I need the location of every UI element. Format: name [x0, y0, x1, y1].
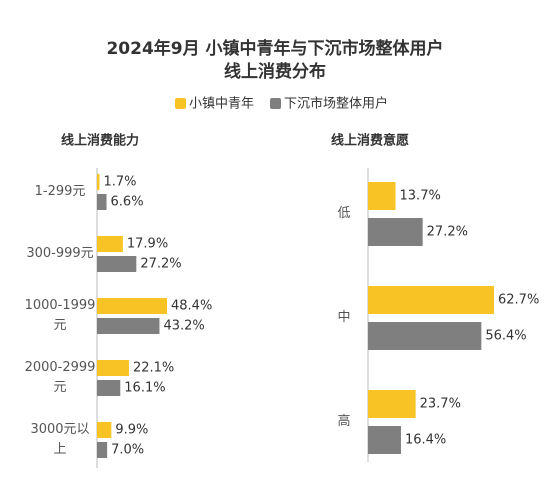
legend-swatch [175, 98, 186, 109]
y-tick-label: 3000元以上 [30, 422, 90, 457]
bar [97, 256, 137, 272]
y-tick-label: 1-299元 [34, 184, 86, 199]
legend-swatch [270, 98, 282, 109]
data-label: 6.6% [111, 195, 144, 210]
data-label: 27.2% [140, 257, 181, 272]
bar [97, 422, 112, 438]
data-label: 16.1% [124, 381, 165, 396]
bar [97, 174, 100, 190]
data-label: 7.0% [111, 443, 144, 458]
y-tick-label: 中 [337, 310, 351, 325]
data-label: 62.7% [498, 293, 539, 308]
data-label: 23.7% [420, 397, 461, 412]
bar [368, 322, 482, 350]
bar [97, 194, 107, 210]
bar [368, 218, 423, 246]
data-label: 43.2% [163, 319, 204, 334]
bar [97, 318, 160, 334]
data-label: 1.7% [103, 175, 136, 190]
y-tick-label: 2000-2999元 [24, 360, 96, 395]
bar [97, 298, 167, 314]
y-tick-label: 1000-1999元 [24, 298, 96, 333]
y-tick-label: 高 [337, 414, 351, 429]
legend-label: 小镇中青年 [189, 97, 254, 112]
bar [97, 236, 123, 252]
bar [97, 380, 121, 396]
bar [368, 426, 401, 454]
bar [368, 182, 396, 210]
y-tick-label: 低 [337, 206, 351, 221]
data-label: 22.1% [133, 361, 174, 376]
data-label: 56.4% [485, 329, 526, 344]
bar [97, 442, 108, 458]
data-label: 16.4% [405, 433, 446, 448]
panel-subtitle: 线上消费能力 [61, 133, 139, 149]
bar [97, 360, 129, 376]
bar [368, 390, 416, 418]
panel-subtitle: 线上消费意愿 [331, 133, 409, 149]
y-tick-label: 300-999元 [26, 246, 94, 261]
data-label: 27.2% [427, 225, 468, 240]
chart-title: 2024年9月 小镇中青年与下沉市场整体用户 线上消费分布 [106, 39, 444, 82]
data-label: 48.4% [171, 299, 212, 314]
data-label: 13.7% [400, 189, 441, 204]
data-label: 17.9% [127, 237, 168, 252]
legend-label: 下沉市场整体用户 [284, 96, 388, 112]
data-label: 9.9% [115, 423, 148, 438]
bar [368, 286, 494, 314]
